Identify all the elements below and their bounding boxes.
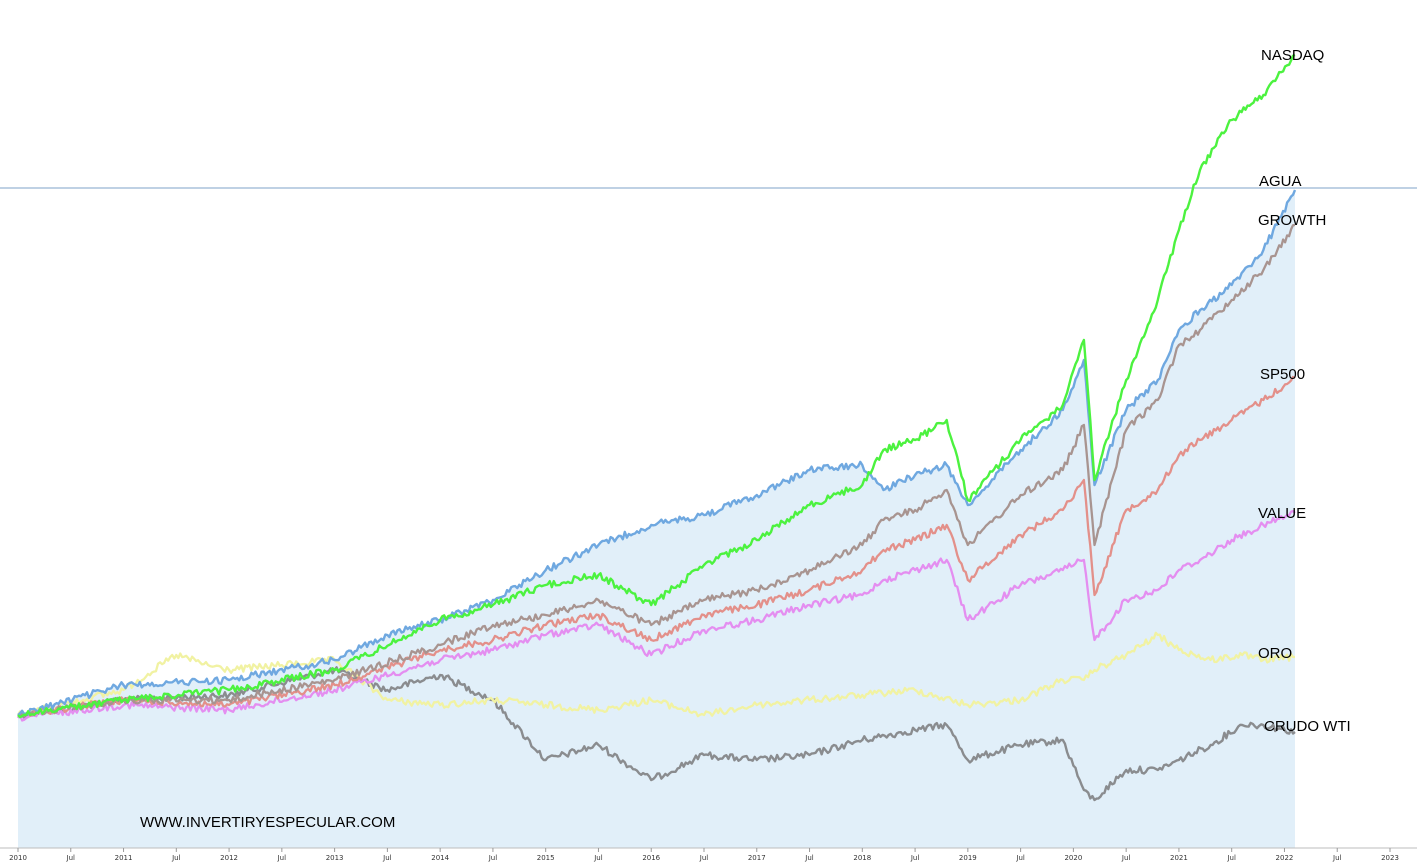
x-tick-label: Jul	[66, 854, 76, 862]
series-line-agua	[17, 189, 1297, 716]
series-label-nasdaq: NASDAQ	[1261, 47, 1324, 64]
x-tick-label: Jul	[910, 854, 920, 862]
x-tick-label: 2012	[220, 854, 238, 862]
x-tick-label: 2017	[748, 854, 766, 862]
series-line-crudo-wti	[17, 666, 1296, 802]
x-tick-label: 2016	[642, 854, 660, 862]
x-tick-label: 2014	[431, 854, 449, 862]
x-tick-label: Jul	[171, 854, 181, 862]
x-tick-label: Jul	[488, 854, 498, 862]
x-tick-label: 2020	[1064, 854, 1082, 862]
x-tick-label: 2013	[326, 854, 344, 862]
x-tick-label: Jul	[1015, 854, 1025, 862]
x-tick-label: Jul	[593, 854, 603, 862]
x-tick-label: 2011	[115, 854, 133, 862]
series-line-nasdaq	[17, 53, 1296, 719]
x-tick-label: 2019	[959, 854, 977, 862]
x-tick-label: Jul	[804, 854, 814, 862]
x-tick-label: 2018	[853, 854, 871, 862]
x-tick-label: Jul	[699, 854, 709, 862]
watermark-text: WWW.INVERTIRYESPECULAR.COM	[140, 814, 395, 831]
series-line-value	[17, 509, 1296, 722]
series-line-oro	[17, 631, 1295, 718]
x-tick-label: Jul	[277, 854, 287, 862]
series-label-crudo-wti: CRUDO WTI	[1264, 718, 1351, 735]
x-axis-ticks: 2010 Jul 2011 Jul 2012 Jul 2013 Jul 2014 Jul 2015 J…	[9, 848, 1399, 862]
series-label-agua: AGUA	[1259, 173, 1302, 190]
series-line-sp500	[17, 375, 1296, 717]
x-tick-label: 2010	[9, 854, 27, 862]
x-tick-label: 2023	[1381, 854, 1399, 862]
series-label-value: VALUE	[1258, 505, 1306, 522]
x-tick-label: Jul	[1332, 854, 1342, 862]
series-labels: NASDAQ AGUA GROWTH SP500 VALUE ORO CRUDO WTI	[1258, 47, 1351, 735]
x-tick-label: 2015	[537, 854, 555, 862]
x-tick-label: 2022	[1276, 854, 1294, 862]
series-label-oro: ORO	[1258, 645, 1292, 662]
x-tick-label: Jul	[1226, 854, 1236, 862]
x-tick-label: 2021	[1170, 854, 1188, 862]
x-tick-label: Jul	[1121, 854, 1131, 862]
agua-area-fill	[18, 190, 1295, 848]
x-tick-label: Jul	[382, 854, 392, 862]
series-line-growth	[17, 223, 1296, 718]
series-lines	[17, 53, 1297, 802]
series-label-growth: GROWTH	[1258, 212, 1326, 229]
series-label-sp500: SP500	[1260, 366, 1305, 383]
